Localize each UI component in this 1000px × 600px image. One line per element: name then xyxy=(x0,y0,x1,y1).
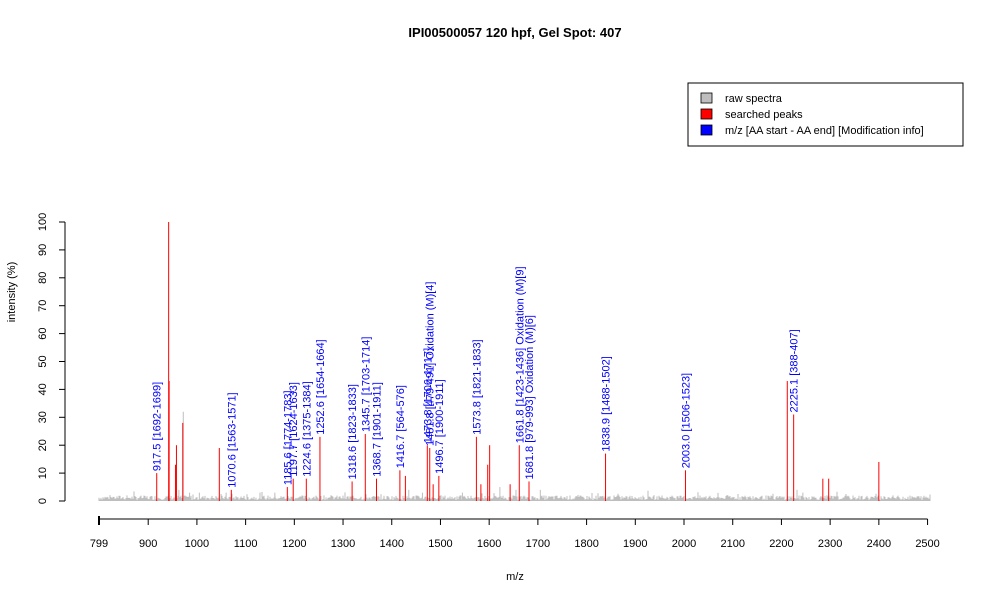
peak-annotation: 1481.8 [479-491] Oxidation (M)[4] xyxy=(425,282,437,446)
legend-swatch xyxy=(700,124,713,136)
x-tick-label: 1300 xyxy=(331,538,355,550)
y-tick-label: 60 xyxy=(37,327,49,339)
searched-peaks xyxy=(156,222,880,501)
peak-annotation: 1573.8 [1821-1833] xyxy=(471,339,483,434)
y-tick-label: 80 xyxy=(37,272,49,284)
x-tick-label: 1500 xyxy=(428,538,452,550)
peak-annotation: 1185.6 [1774-1783] xyxy=(282,390,294,485)
peak-annotation: 1318.6 [1823-1833] xyxy=(347,384,359,479)
y-tick-label: 100 xyxy=(37,213,49,231)
y-tick-label: 0 xyxy=(37,498,49,504)
chart-legend: raw spectra searched peaks m/z [AA start -… xyxy=(687,82,964,147)
peak-annotation: 1197.7 [1624-1633] xyxy=(288,382,300,477)
x-tick-label: 900 xyxy=(139,538,157,550)
raw-noise-trace xyxy=(98,490,931,501)
x-tick-label: 2000 xyxy=(672,538,696,550)
peak-annotation: 1473.8 [1706-1717] xyxy=(422,348,434,443)
x-tick-label: 1600 xyxy=(477,538,501,550)
x-tick-label: 2500 xyxy=(915,538,939,550)
y-tick-label: 20 xyxy=(37,439,49,451)
peak-annotation: 1838.9 [1488-1502] xyxy=(601,356,613,451)
y-tick-label: 70 xyxy=(37,300,49,312)
x-tick-label: 2300 xyxy=(818,538,842,550)
legend-label: searched peaks xyxy=(725,109,803,121)
x-tick-label: 2200 xyxy=(769,538,793,550)
x-tick-label: 2400 xyxy=(867,538,891,550)
peak-annotation: 1416.7 [564-576] xyxy=(395,385,407,468)
y-axis: 0 10 20 30 40 50 60 70 80 90 100 xyxy=(37,213,66,504)
peak-annotation: 1345.7 [1703-1714] xyxy=(360,337,372,432)
peak-annotation: 917.5 [1692-1699] xyxy=(152,382,164,471)
y-tick-label: 10 xyxy=(37,467,49,479)
x-axis: 799 900 1000 1100 1200 1300 1400 1500 1600 1700 18… xyxy=(90,516,940,550)
legend-box xyxy=(687,82,964,147)
peak-annotation: 1070.6 [1563-1571] xyxy=(226,392,238,487)
peak-annotation: 1496.7 [1900-1911] xyxy=(434,379,446,474)
legend-label: raw spectra xyxy=(725,93,783,105)
peak-annotation: 1224.6 [1375-1384] xyxy=(301,381,313,476)
x-tick-label: 1800 xyxy=(574,538,598,550)
peak-annotation: 1681.8 [979-993] Oxidation (M)[6] xyxy=(524,315,536,479)
raw-peaks xyxy=(178,411,804,501)
y-tick-label: 90 xyxy=(37,244,49,256)
peak-annotation: 1368.7 [1901-1911] xyxy=(372,382,384,477)
x-tick-label: 1900 xyxy=(623,538,647,550)
x-axis-label: m/z xyxy=(506,571,524,583)
peak-annotation: 1252.6 [1654-1664] xyxy=(315,339,327,434)
x-tick-label: 1400 xyxy=(380,538,404,550)
x-tick-label: 1200 xyxy=(282,538,306,550)
x-tick-label: 2100 xyxy=(720,538,744,550)
peak-annotations: 917.5 [1692-1699] 1070.6 [1563-1571] 1185.… xyxy=(152,266,801,487)
peak-annotation: 2225.1 [388-407] xyxy=(789,329,801,412)
peak-annotation: 2003.0 [1506-1523] xyxy=(681,373,693,468)
x-tick-label: 799 xyxy=(90,538,108,550)
x-tick-label: 1100 xyxy=(234,538,258,550)
peak-annotation: 1661.8 [1423-1436] Oxidation (M)[9] xyxy=(514,266,526,443)
y-tick-label: 50 xyxy=(37,355,49,367)
legend-swatch xyxy=(700,108,713,120)
raw-spectra-trace xyxy=(98,490,931,501)
y-tick-label: 40 xyxy=(37,383,49,395)
x-tick-label: 1000 xyxy=(185,538,209,550)
legend-label: m/z [AA start - AA end] [Modification in… xyxy=(725,125,924,137)
y-axis-label: intensity (%) xyxy=(6,262,18,323)
legend-swatch xyxy=(700,92,713,104)
chart-title: IPI00500057 120 hpf, Gel Spot: 407 xyxy=(408,25,621,40)
x-tick-label: 1700 xyxy=(526,538,550,550)
y-tick-label: 30 xyxy=(37,411,49,423)
